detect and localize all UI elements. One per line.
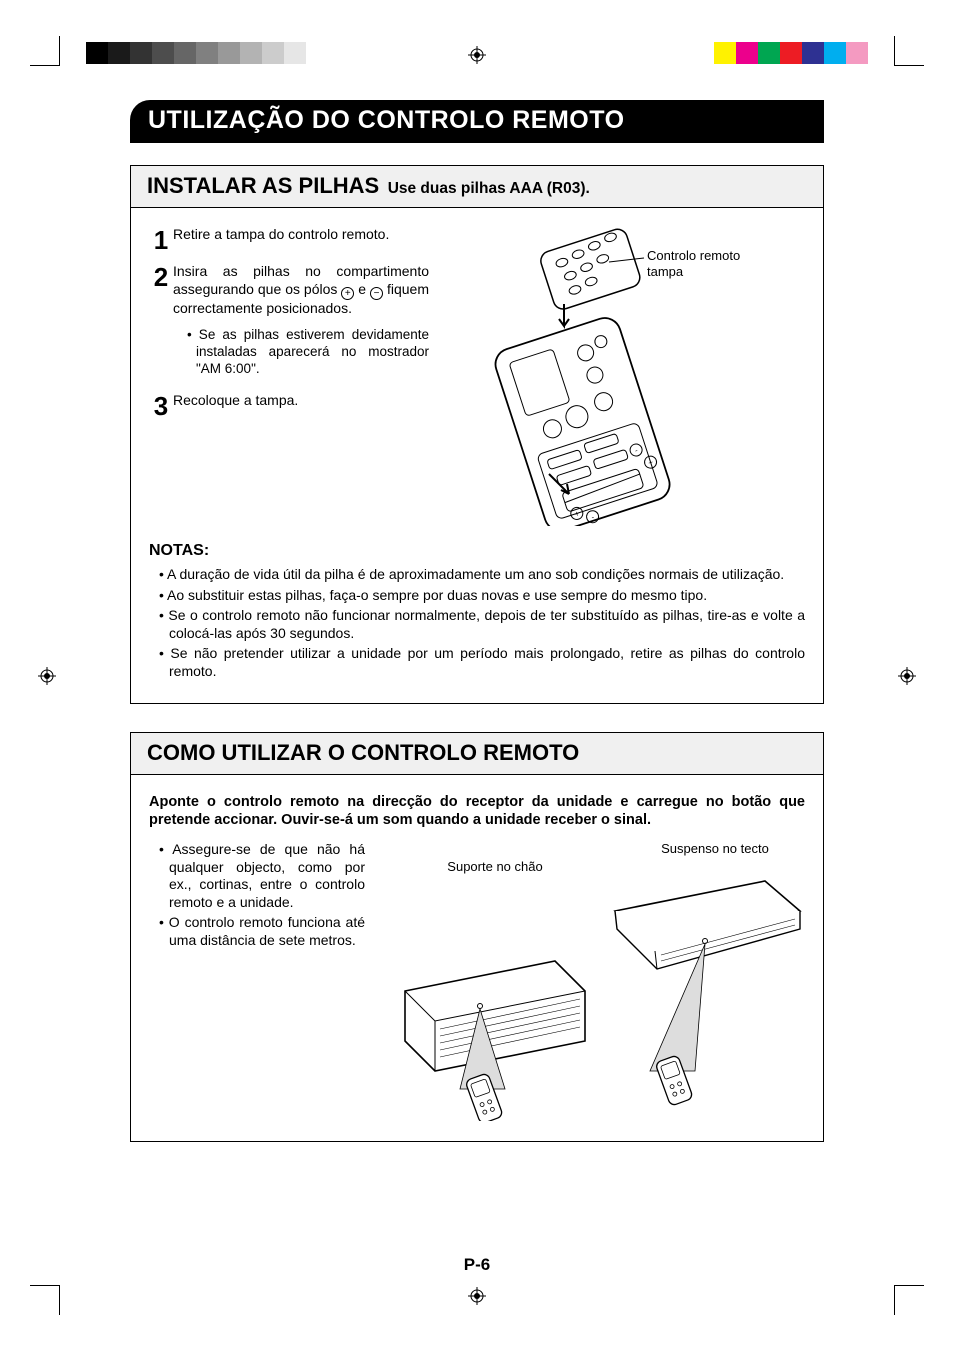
unit-usage-diagram: Suporte no chão Suspenso no tecto bbox=[385, 841, 805, 1121]
step-number: 3 bbox=[149, 392, 173, 419]
section2-intro: Aponte o controlo remoto na direcção do … bbox=[149, 793, 805, 829]
notes-list: A duração de vida útil da pilha é de apr… bbox=[149, 566, 805, 680]
crop-mark-tr bbox=[894, 36, 924, 66]
swatch bbox=[802, 42, 824, 64]
bullet-item: O controlo remoto funciona até uma distâ… bbox=[159, 914, 365, 949]
swatch bbox=[262, 42, 284, 64]
bullet-item: Assegure-se de que não há qualquer objec… bbox=[159, 841, 365, 911]
diagram-caption: Controlo remoto tampa bbox=[647, 248, 757, 279]
note-item: Se não pretender utilizar a unidade por … bbox=[159, 645, 805, 680]
step-2-sub: • Se as pilhas estiverem devidamente ins… bbox=[187, 327, 429, 378]
swatch bbox=[196, 42, 218, 64]
floor-unit-label: Suporte no chão bbox=[425, 859, 565, 874]
section1-heading: INSTALAR AS PILHAS Use duas pilhas AAA (… bbox=[131, 166, 823, 208]
swatch bbox=[780, 42, 802, 64]
swatch bbox=[284, 42, 306, 64]
swatch bbox=[736, 42, 758, 64]
step-3: 3 Recoloque a tampa. bbox=[149, 392, 429, 419]
registration-mark-right bbox=[898, 667, 916, 685]
note-item: A duração de vida útil da pilha é de apr… bbox=[159, 566, 805, 584]
registration-mark-left bbox=[38, 667, 56, 685]
note-item: Se o controlo remoto não funcionar norma… bbox=[159, 607, 805, 642]
note-item: Ao substituir estas pilhas, faça-o sempr… bbox=[159, 587, 805, 605]
swatch bbox=[108, 42, 130, 64]
step-2: 2 Insira as pilhas no compartimento asse… bbox=[149, 263, 429, 317]
remote-battery-diagram: - + + - Controlo remoto tampa bbox=[449, 226, 769, 526]
section1-heading-sub: Use duas pilhas AAA (R03). bbox=[388, 180, 590, 197]
swatch bbox=[174, 42, 196, 64]
section-instalar-pilhas: INSTALAR AS PILHAS Use duas pilhas AAA (… bbox=[130, 165, 824, 704]
registration-mark-bottom bbox=[468, 1287, 486, 1305]
section2-bullets: Assegure-se de que não há qualquer objec… bbox=[149, 841, 365, 949]
swatch bbox=[218, 42, 240, 64]
plus-symbol-icon: + bbox=[341, 287, 354, 300]
crop-mark-bl bbox=[30, 1285, 60, 1315]
ceiling-unit-label: Suspenso no tecto bbox=[635, 841, 795, 856]
section2-heading: COMO UTILIZAR O CONTROLO REMOTO bbox=[131, 733, 823, 775]
step-number: 1 bbox=[149, 226, 173, 253]
swatch bbox=[824, 42, 846, 64]
section-como-utilizar: COMO UTILIZAR O CONTROLO REMOTO Aponte o… bbox=[130, 732, 824, 1142]
step-text: Retire a tampa do controlo remoto. bbox=[173, 226, 389, 253]
page-number: P-6 bbox=[464, 1255, 490, 1275]
swatch bbox=[846, 42, 868, 64]
swatch bbox=[86, 42, 108, 64]
swatch bbox=[152, 42, 174, 64]
step-text: Insira as pilhas no compartimento assegu… bbox=[173, 263, 429, 317]
section2-heading-main: COMO UTILIZAR O CONTROLO REMOTO bbox=[147, 740, 579, 765]
crop-mark-tl bbox=[30, 36, 60, 66]
swatch bbox=[714, 42, 736, 64]
section1-heading-main: INSTALAR AS PILHAS bbox=[147, 173, 379, 198]
notes-heading: NOTAS: bbox=[149, 542, 805, 560]
step-number: 2 bbox=[149, 263, 173, 317]
main-title: UTILIZAÇÃO DO CONTROLO REMOTO bbox=[130, 100, 824, 143]
color-calibration-strip bbox=[714, 42, 868, 64]
swatch bbox=[240, 42, 262, 64]
step-text: Recoloque a tampa. bbox=[173, 392, 298, 419]
swatch bbox=[130, 42, 152, 64]
page-content: UTILIZAÇÃO DO CONTROLO REMOTO INSTALAR A… bbox=[130, 100, 824, 1142]
minus-symbol-icon: − bbox=[370, 287, 383, 300]
crop-mark-br bbox=[894, 1285, 924, 1315]
registration-mark-top bbox=[468, 46, 486, 64]
step-1: 1 Retire a tampa do controlo remoto. bbox=[149, 226, 429, 253]
swatch bbox=[758, 42, 780, 64]
grayscale-calibration-strip bbox=[86, 42, 306, 64]
